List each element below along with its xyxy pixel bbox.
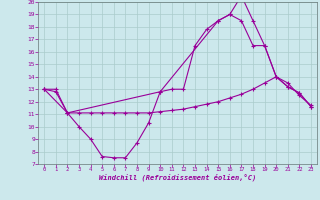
X-axis label: Windchill (Refroidissement éolien,°C): Windchill (Refroidissement éolien,°C) [99, 174, 256, 181]
